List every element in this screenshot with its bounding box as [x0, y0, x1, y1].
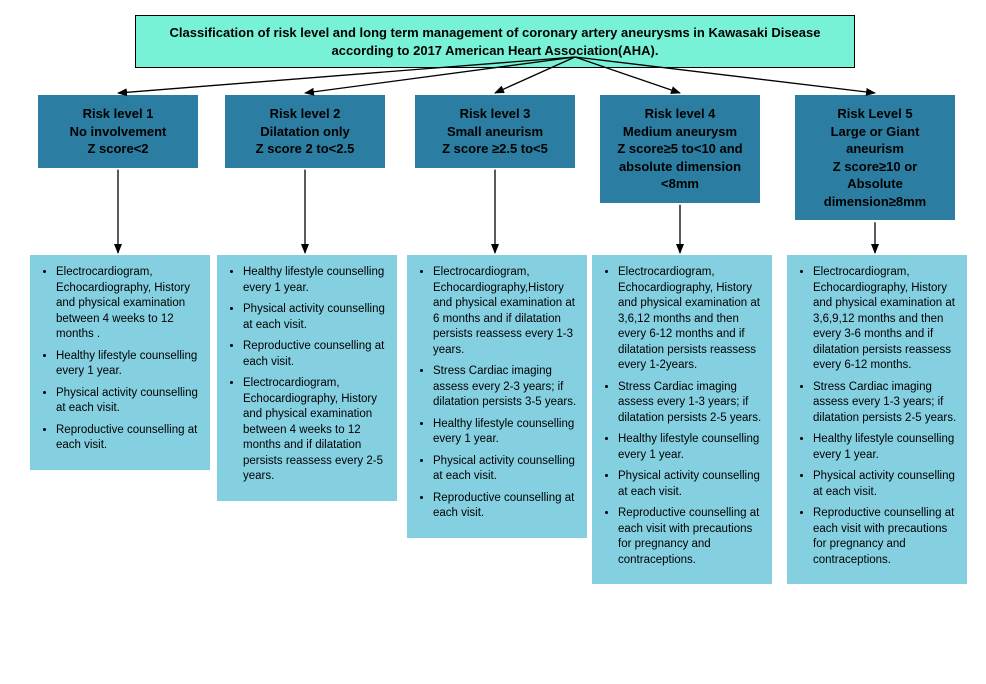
detail-list: Electrocardiogram, Echocardiography, His…: [38, 265, 202, 454]
level-header-line: Z score ≥2.5 to<5: [423, 140, 567, 158]
detail-item: Reproductive counselling at each visit w…: [618, 506, 764, 568]
detail-item: Physical activity counselling at each vi…: [433, 454, 579, 485]
detail-item: Electrocardiogram, Echocardiography,Hist…: [433, 265, 579, 358]
detail-list: Electrocardiogram, Echocardiography, His…: [600, 265, 764, 568]
level-header-line: Large or Giant aneurism: [803, 123, 947, 158]
detail-item: Physical activity counselling at each vi…: [56, 386, 202, 417]
risk-level-4-details: Electrocardiogram, Echocardiography, His…: [592, 255, 772, 584]
detail-item: Reproductive counselling at each visit.: [433, 491, 579, 522]
level-header-line: Small aneurism: [423, 123, 567, 141]
risk-level-5-box: Risk Level 5Large or Giant aneurismZ sco…: [795, 95, 955, 220]
level-header-line: Z score≥10 or: [803, 158, 947, 176]
canvas: Classification of risk level and long te…: [0, 0, 986, 684]
detail-item: Electrocardiogram, Echocardiography, His…: [618, 265, 764, 374]
risk-level-3-box: Risk level 3Small aneurismZ score ≥2.5 t…: [415, 95, 575, 168]
risk-level-2-box: Risk level 2Dilatation onlyZ score 2 to<…: [225, 95, 385, 168]
detail-item: Reproductive counselling at each visit.: [56, 423, 202, 454]
detail-item: Healthy lifestyle counselling every 1 ye…: [433, 417, 579, 448]
detail-item: Electrocardiogram, Echocardiography, His…: [56, 265, 202, 343]
risk-level-1-details: Electrocardiogram, Echocardiography, His…: [30, 255, 210, 470]
detail-item: Healthy lifestyle counselling every 1 ye…: [56, 349, 202, 380]
risk-level-2-details: Healthy lifestyle counselling every 1 ye…: [217, 255, 397, 501]
level-header-line: Risk level 1: [46, 105, 190, 123]
detail-list: Electrocardiogram, Echocardiography, His…: [795, 265, 959, 568]
detail-item: Healthy lifestyle counselling every 1 ye…: [618, 432, 764, 463]
level-header-line: Z score<2: [46, 140, 190, 158]
risk-level-1-box: Risk level 1No involvementZ score<2: [38, 95, 198, 168]
detail-item: Reproductive counselling at each visit.: [243, 339, 389, 370]
level-header-line: dimension≥8mm: [803, 193, 947, 211]
title-text: Classification of risk level and long te…: [170, 25, 821, 58]
detail-item: Stress Cardiac imaging assess every 1-3 …: [813, 380, 959, 427]
level-header-line: Risk level 3: [423, 105, 567, 123]
detail-list: Electrocardiogram, Echocardiography,Hist…: [415, 265, 579, 522]
level-header-line: <8mm: [608, 175, 752, 193]
level-header-line: Risk Level 5: [803, 105, 947, 123]
detail-item: Electrocardiogram, Echocardiography, His…: [243, 376, 389, 485]
level-header-line: Dilatation only: [233, 123, 377, 141]
detail-item: Stress Cardiac imaging assess every 1-3 …: [618, 380, 764, 427]
level-header-line: Absolute: [803, 175, 947, 193]
detail-item: Healthy lifestyle counselling every 1 ye…: [243, 265, 389, 296]
detail-item: Healthy lifestyle counselling every 1 ye…: [813, 432, 959, 463]
risk-level-5-details: Electrocardiogram, Echocardiography, His…: [787, 255, 967, 584]
risk-level-3-details: Electrocardiogram, Echocardiography,Hist…: [407, 255, 587, 538]
level-header-line: Medium aneurysm: [608, 123, 752, 141]
detail-item: Physical activity counselling at each vi…: [618, 469, 764, 500]
detail-item: Electrocardiogram, Echocardiography, His…: [813, 265, 959, 374]
risk-level-4-box: Risk level 4Medium aneurysmZ score≥5 to<…: [600, 95, 760, 203]
level-header-line: Risk level 2: [233, 105, 377, 123]
level-header-line: Z score 2 to<2.5: [233, 140, 377, 158]
title-box: Classification of risk level and long te…: [135, 15, 855, 68]
level-header-line: Z score≥5 to<10 and: [608, 140, 752, 158]
detail-item: Stress Cardiac imaging assess every 2-3 …: [433, 364, 579, 411]
level-header-line: No involvement: [46, 123, 190, 141]
level-header-line: absolute dimension: [608, 158, 752, 176]
level-header-line: Risk level 4: [608, 105, 752, 123]
detail-list: Healthy lifestyle counselling every 1 ye…: [225, 265, 389, 485]
detail-item: Physical activity counselling at each vi…: [243, 302, 389, 333]
detail-item: Reproductive counselling at each visit w…: [813, 506, 959, 568]
detail-item: Physical activity counselling at each vi…: [813, 469, 959, 500]
